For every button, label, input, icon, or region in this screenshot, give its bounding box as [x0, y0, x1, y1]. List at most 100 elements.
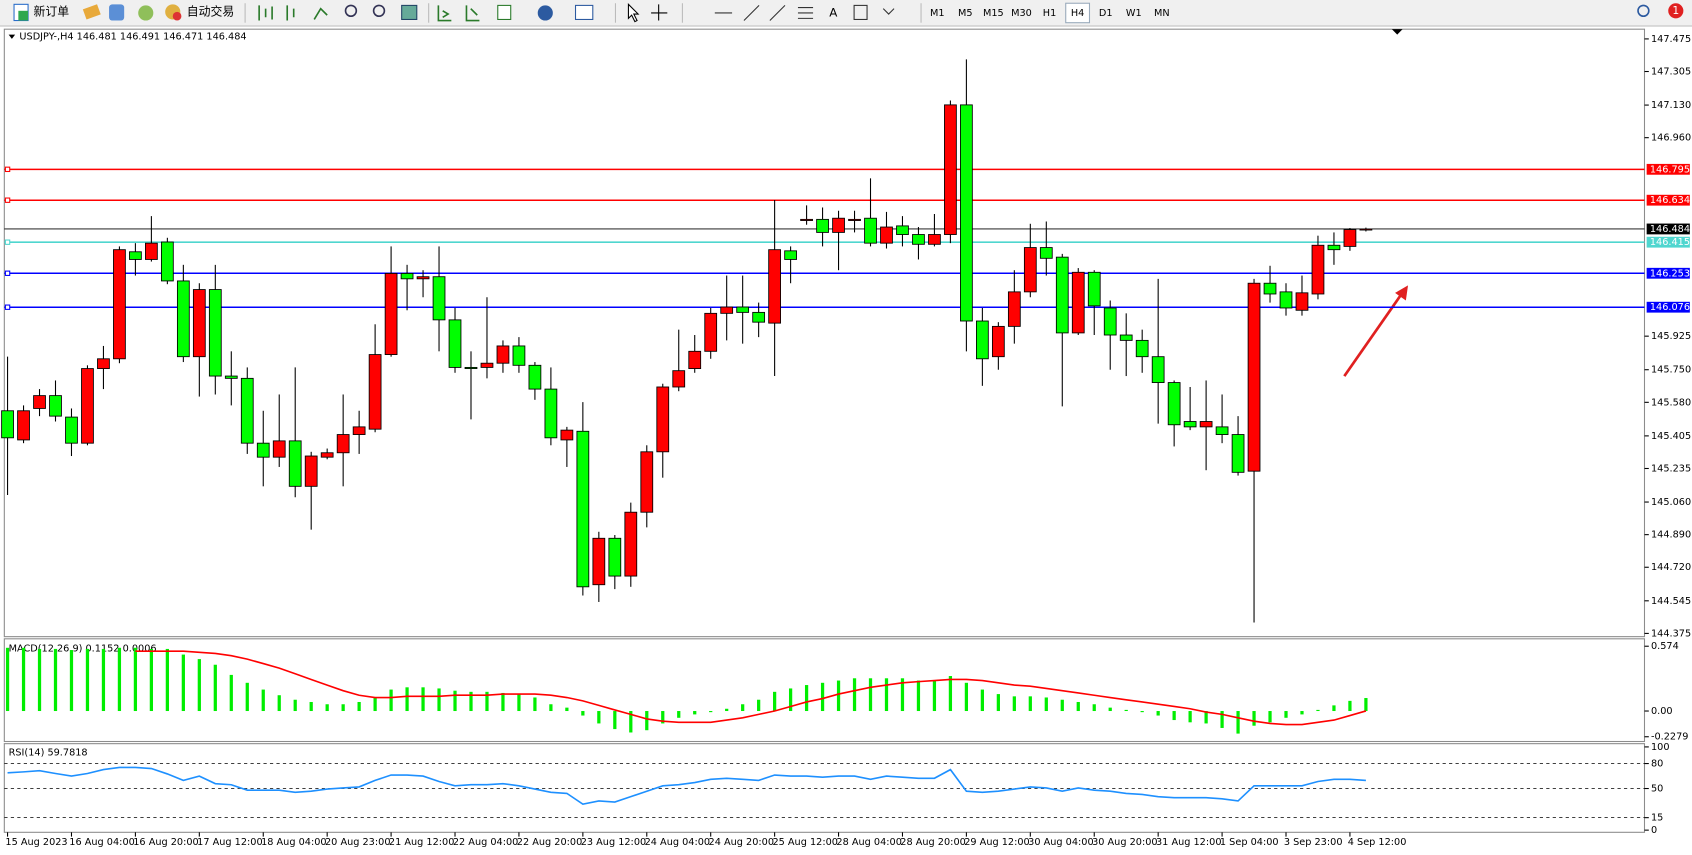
x-tick-label: 21 Aug 12:00 [389, 837, 454, 848]
y-tick-label: 146.960 [1651, 133, 1691, 144]
y-tick-label: 15 [1651, 813, 1663, 824]
arrows-tool[interactable] [882, 8, 895, 15]
y-tick-label: 147.130 [1651, 100, 1691, 111]
chart-shift[interactable] [465, 5, 480, 22]
macd-bar [501, 692, 505, 712]
candle-body [800, 218, 813, 221]
timeframe-button[interactable]: D1 [1099, 8, 1113, 19]
periods[interactable] [537, 5, 553, 21]
macd-bar [1300, 711, 1304, 715]
candle-body [448, 319, 462, 368]
macd-bar [597, 711, 601, 724]
macd-bar [485, 691, 489, 712]
cursor-tool[interactable] [627, 3, 640, 23]
timeframe-button[interactable]: M30 [1011, 8, 1032, 19]
price-label-box [1646, 236, 1690, 248]
candle-body [240, 377, 254, 444]
timeframe-button[interactable]: H1 [1043, 8, 1056, 19]
candle-body [1039, 247, 1053, 259]
y-tick-label: 0.00 [1651, 706, 1673, 717]
macd-bar [101, 648, 106, 712]
x-tick-label: 22 Aug 04:00 [453, 837, 518, 848]
candle-body [416, 276, 430, 280]
timeframe-button[interactable]: W1 [1126, 8, 1142, 19]
macd-bar [405, 687, 409, 712]
timeframe-button[interactable]: M5 [958, 8, 973, 19]
price-label-box [1646, 194, 1690, 206]
macd-bar [788, 688, 793, 712]
candle-body [1135, 339, 1149, 358]
candle-body [17, 410, 30, 441]
y-tick-label: 145.235 [1651, 463, 1691, 474]
candle-body [368, 354, 382, 430]
drawing-tools[interactable] [714, 5, 814, 21]
x-tick-label: 22 Aug 20:00 [517, 837, 582, 848]
candle-body [1279, 291, 1293, 309]
macd-bar [517, 694, 521, 712]
templates[interactable] [574, 4, 594, 20]
level-handle [4, 270, 11, 276]
macd-bar [373, 697, 377, 712]
level-handle [4, 197, 11, 203]
crosshair-tool[interactable] [651, 4, 668, 21]
y-tick-label: 0 [1651, 825, 1657, 836]
toolbar: 新订单 自动交易 A M1 M5 M15 M30 [0, 0, 1692, 27]
icon[interactable] [138, 5, 154, 21]
macd-bar [964, 682, 969, 712]
macd-bar [1156, 711, 1160, 716]
label-tool[interactable] [853, 4, 868, 20]
macd-bar [773, 691, 777, 712]
candle-body [97, 358, 110, 370]
candle-body [81, 368, 94, 444]
macd-bar [85, 648, 90, 712]
y-tick-label: 144.890 [1651, 530, 1691, 541]
new-order-button[interactable]: 新订单 [13, 3, 69, 22]
notification-badge[interactable] [1668, 3, 1684, 19]
macd-bar [181, 654, 185, 712]
x-tick-label: 24 Aug 04:00 [645, 837, 710, 848]
macd-bar [613, 711, 617, 730]
candle-body [1119, 334, 1133, 341]
main-panel [3, 28, 1646, 638]
notification-count: 1 [1672, 4, 1679, 17]
icon [313, 7, 328, 20]
candle-body [544, 388, 558, 439]
y-tick-label: 145.580 [1651, 397, 1691, 408]
candle-body [880, 226, 893, 244]
macd-bar [389, 689, 393, 712]
auto-trading-button[interactable]: 自动交易 [165, 4, 234, 21]
macd-bar [1348, 700, 1352, 712]
indicators[interactable] [497, 4, 512, 20]
macd-bar [37, 648, 42, 712]
y-tick-label: 147.475 [1651, 34, 1691, 45]
zoom-out[interactable] [372, 4, 386, 18]
timeframe-button[interactable]: H4 [1071, 8, 1084, 19]
price-label: 146.795 [1650, 164, 1690, 175]
icon [286, 5, 295, 21]
search[interactable] [1637, 4, 1650, 18]
zoom-in[interactable] [344, 4, 358, 18]
icon[interactable] [109, 4, 125, 21]
arrow-head [1395, 285, 1409, 301]
timeframe-button[interactable]: M1 [930, 8, 945, 19]
candle-body [352, 426, 366, 435]
text-tool[interactable]: A [829, 5, 838, 19]
macd-bar [804, 685, 809, 712]
candle-body [576, 430, 590, 588]
chart-tools[interactable] [258, 5, 328, 21]
macd-bar [549, 704, 553, 712]
macd-bar [1044, 697, 1048, 712]
title-arrow [8, 34, 16, 39]
tile-windows[interactable] [401, 4, 418, 20]
candle-body [208, 289, 222, 377]
macd-bar [165, 648, 169, 712]
timeframe-button[interactable]: MN [1154, 8, 1170, 19]
candle-body [49, 395, 62, 417]
level-handle [4, 239, 11, 245]
macd-bar [1124, 709, 1128, 712]
icon[interactable] [82, 4, 101, 20]
macd-bar [1204, 711, 1208, 724]
timeframe-button[interactable]: M15 [983, 8, 1004, 19]
candle-body [1023, 247, 1037, 293]
autoscroll[interactable] [437, 5, 452, 22]
